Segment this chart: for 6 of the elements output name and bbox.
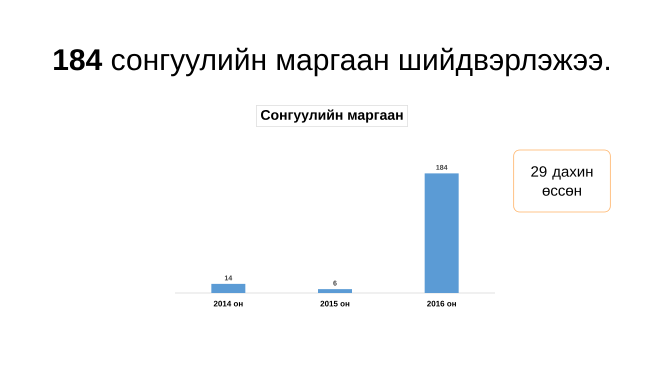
chart-title: 184 сонгуулийн маргаан шийдвэрлэжээ. [54,48,609,76]
x-tick-label: 2015 он [320,300,350,306]
x-tick-label: 2016 он [427,300,456,306]
x-tick-label: 2014 он [214,300,243,306]
chart-subtitle: Сонгуулийн маргаан [261,109,403,123]
text: 29 дахин өссөн [531,166,592,196]
